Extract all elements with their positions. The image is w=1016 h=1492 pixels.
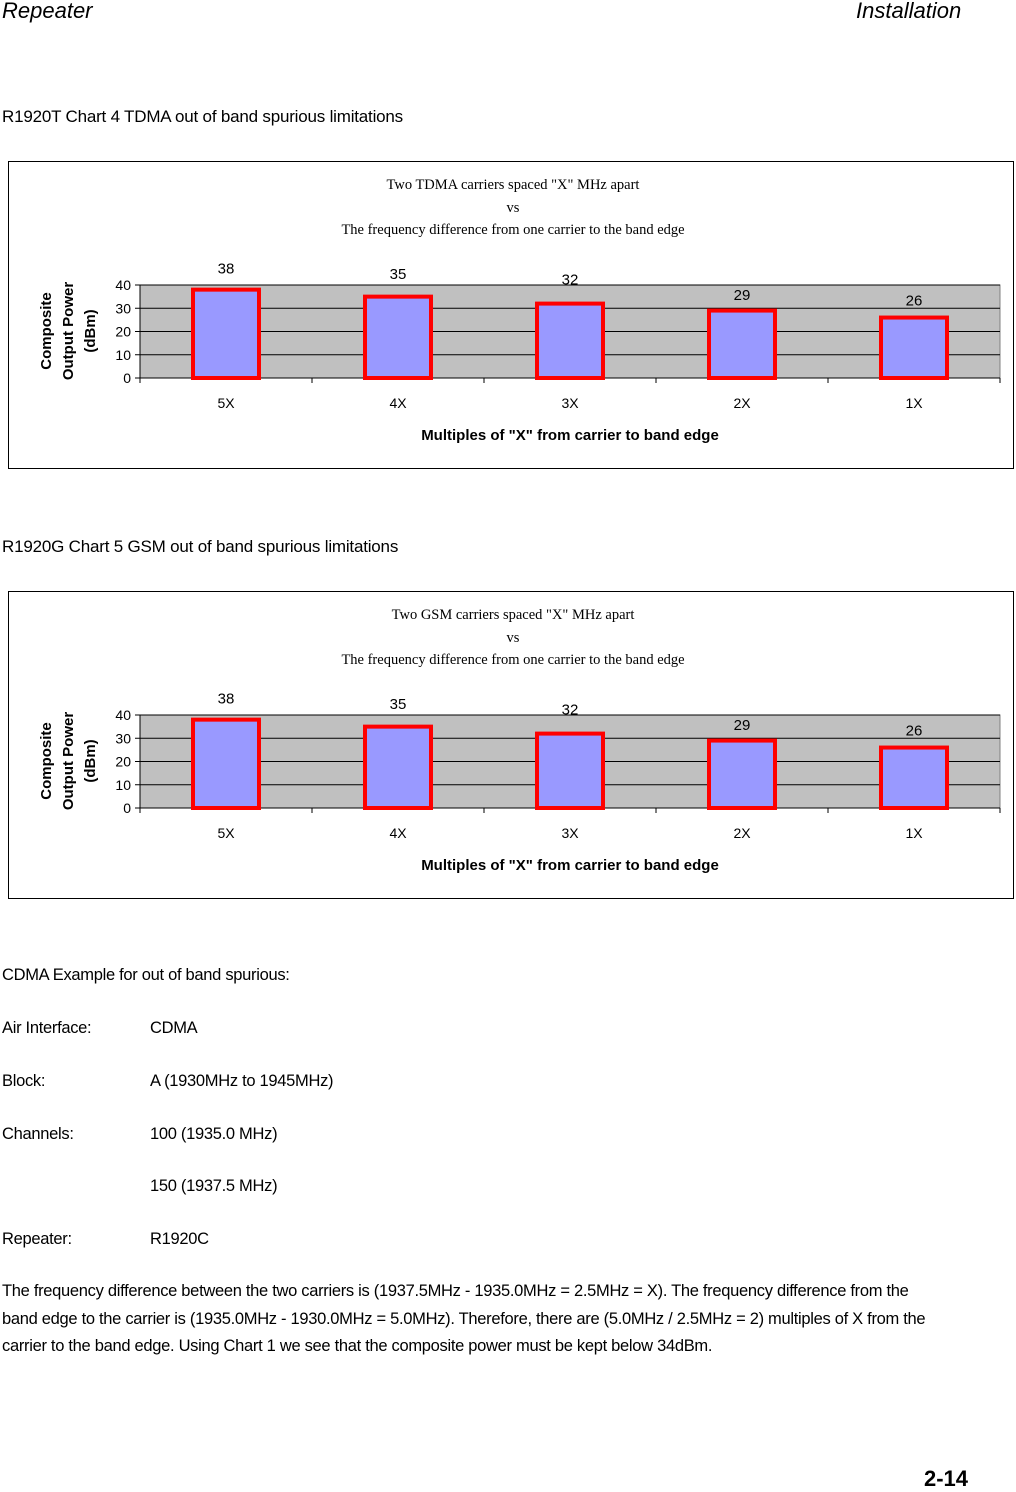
y-tick-label: 0 bbox=[123, 800, 131, 816]
x-tick-label: 3X bbox=[561, 825, 579, 841]
chart-title-line-2: vs bbox=[507, 200, 520, 216]
y-axis-title: Composite Output Power (dBm) bbox=[38, 712, 99, 810]
example-paragraph: The frequency difference between the two… bbox=[2, 1282, 926, 1355]
data-label: 35 bbox=[390, 266, 407, 283]
example-heading: CDMA Example for out of band spurious: bbox=[2, 966, 290, 984]
x-tick-label: 1X bbox=[905, 395, 923, 411]
chart-title-line-1: Two TDMA carriers spaced "X" MHz apart bbox=[387, 177, 640, 193]
x-tick-label: 1X bbox=[905, 825, 923, 841]
bar bbox=[191, 287, 261, 380]
data-label: 35 bbox=[390, 696, 407, 713]
chart-5-frame: Two GSM carriers spaced "X" MHz apart vs… bbox=[8, 591, 1014, 899]
bar bbox=[707, 738, 777, 810]
bar bbox=[535, 731, 605, 811]
bar bbox=[191, 717, 261, 810]
y-axis-title-line: Output Power bbox=[60, 712, 77, 810]
x-tick-label: 2X bbox=[733, 395, 751, 411]
row-label: Block: bbox=[2, 1072, 46, 1090]
bar bbox=[363, 294, 433, 380]
row-label: Air Interface: bbox=[2, 1019, 92, 1037]
x-tick-label: 2X bbox=[733, 825, 751, 841]
y-tick-label: 40 bbox=[115, 277, 131, 293]
chart-title-line-1: Two GSM carriers spaced "X" MHz apart bbox=[392, 607, 635, 623]
data-label: 29 bbox=[734, 717, 751, 734]
y-tick-label: 10 bbox=[115, 347, 131, 363]
chart-title-line-3: The frequency difference from one carrie… bbox=[341, 222, 684, 238]
y-tick-label: 30 bbox=[115, 300, 131, 316]
y-axis-title: Composite Output Power (dBm) bbox=[38, 282, 99, 380]
running-header-right: Installation bbox=[856, 0, 962, 23]
x-tick-label: 5X bbox=[217, 395, 235, 411]
x-axis-title: Multiples of "X" from carrier to band ed… bbox=[421, 857, 719, 874]
row-value: 150 (1937.5 MHz) bbox=[150, 1177, 278, 1195]
data-label: 26 bbox=[906, 293, 923, 310]
chart-4-svg: Two TDMA carriers spaced "X" MHz apart v… bbox=[38, 177, 1001, 444]
chart-5-svg: Two GSM carriers spaced "X" MHz apart vs… bbox=[38, 607, 1001, 874]
row-value: A (1930MHz to 1945MHz) bbox=[150, 1072, 334, 1090]
data-label: 26 bbox=[906, 723, 923, 740]
chart-title-line-2: vs bbox=[507, 630, 520, 646]
bar bbox=[879, 315, 949, 381]
row-label: Channels: bbox=[2, 1125, 74, 1143]
x-tick-label: 4X bbox=[389, 825, 407, 841]
y-tick-label: 0 bbox=[123, 370, 131, 386]
y-tick-label: 20 bbox=[115, 324, 131, 340]
page-number: 2-14 bbox=[924, 1466, 969, 1491]
row-label: Repeater: bbox=[2, 1230, 72, 1248]
y-tick-label: 20 bbox=[115, 754, 131, 770]
chart-4-caption: R1920T Chart 4 TDMA out of band spurious… bbox=[2, 107, 403, 126]
x-tick-label: 3X bbox=[561, 395, 579, 411]
y-tick-label: 30 bbox=[115, 730, 131, 746]
running-header-left: Repeater bbox=[2, 0, 93, 23]
bar bbox=[707, 308, 777, 380]
x-axis-title: Multiples of "X" from carrier to band ed… bbox=[421, 427, 719, 444]
y-tick-label: 40 bbox=[115, 707, 131, 723]
y-tick-label: 10 bbox=[115, 777, 131, 793]
y-axis-title-line: (dBm) bbox=[82, 309, 99, 352]
data-label: 32 bbox=[562, 702, 579, 719]
row-value: 100 (1935.0 MHz) bbox=[150, 1125, 278, 1143]
y-axis-title-line: (dBm) bbox=[82, 739, 99, 782]
y-axis-title-line: Composite bbox=[38, 722, 55, 800]
bar bbox=[535, 301, 605, 381]
data-label: 32 bbox=[562, 272, 579, 289]
data-label: 29 bbox=[734, 287, 751, 304]
chart-title-line-3: The frequency difference from one carrie… bbox=[341, 652, 684, 668]
x-tick-label: 5X bbox=[217, 825, 235, 841]
bar bbox=[879, 745, 949, 811]
row-value: CDMA bbox=[150, 1019, 198, 1037]
data-label: 38 bbox=[218, 261, 235, 278]
x-tick-label: 4X bbox=[389, 395, 407, 411]
y-axis-title-line: Composite bbox=[38, 292, 55, 370]
y-axis-title-line: Output Power bbox=[60, 282, 77, 380]
chart-4-frame: Two TDMA carriers spaced "X" MHz apart v… bbox=[8, 161, 1014, 469]
bar bbox=[363, 724, 433, 810]
chart-5-caption: R1920G Chart 5 GSM out of band spurious … bbox=[2, 537, 399, 556]
data-label: 38 bbox=[218, 691, 235, 708]
row-value: R1920C bbox=[150, 1230, 209, 1248]
